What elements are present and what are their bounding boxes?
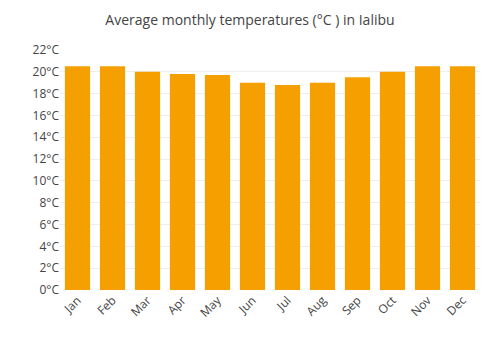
svg-text:0°C: 0°C [39,281,59,298]
svg-text:14°C: 14°C [33,128,60,145]
svg-text:22°C: 22°C [33,41,60,58]
svg-text:16°C: 16°C [33,107,60,124]
svg-text:8°C: 8°C [39,194,59,211]
svg-text:6°C: 6°C [39,216,59,233]
svg-text:Sep: Sep [338,292,365,319]
svg-text:Jul: Jul [272,292,294,314]
svg-text:20°C: 20°C [33,63,60,80]
svg-text:Oct: Oct [374,292,400,318]
svg-text:12°C: 12°C [33,150,60,167]
svg-text:Dec: Dec [443,292,470,319]
svg-text:Mar: Mar [127,292,155,320]
svg-text:2°C: 2°C [39,259,59,276]
svg-text:Feb: Feb [93,292,119,318]
svg-text:Average monthly temperatures (: Average monthly temperatures (°C ) in Ia… [105,10,394,29]
svg-text:Jan: Jan [60,292,85,317]
svg-text:4°C: 4°C [39,238,59,255]
svg-text:Jun: Jun [234,292,259,317]
svg-text:Aug: Aug [302,292,330,320]
svg-text:Apr: Apr [164,292,190,318]
svg-text:10°C: 10°C [33,172,60,189]
svg-text:Nov: Nov [407,292,435,320]
svg-text:May: May [196,291,225,320]
svg-text:18°C: 18°C [33,85,60,102]
